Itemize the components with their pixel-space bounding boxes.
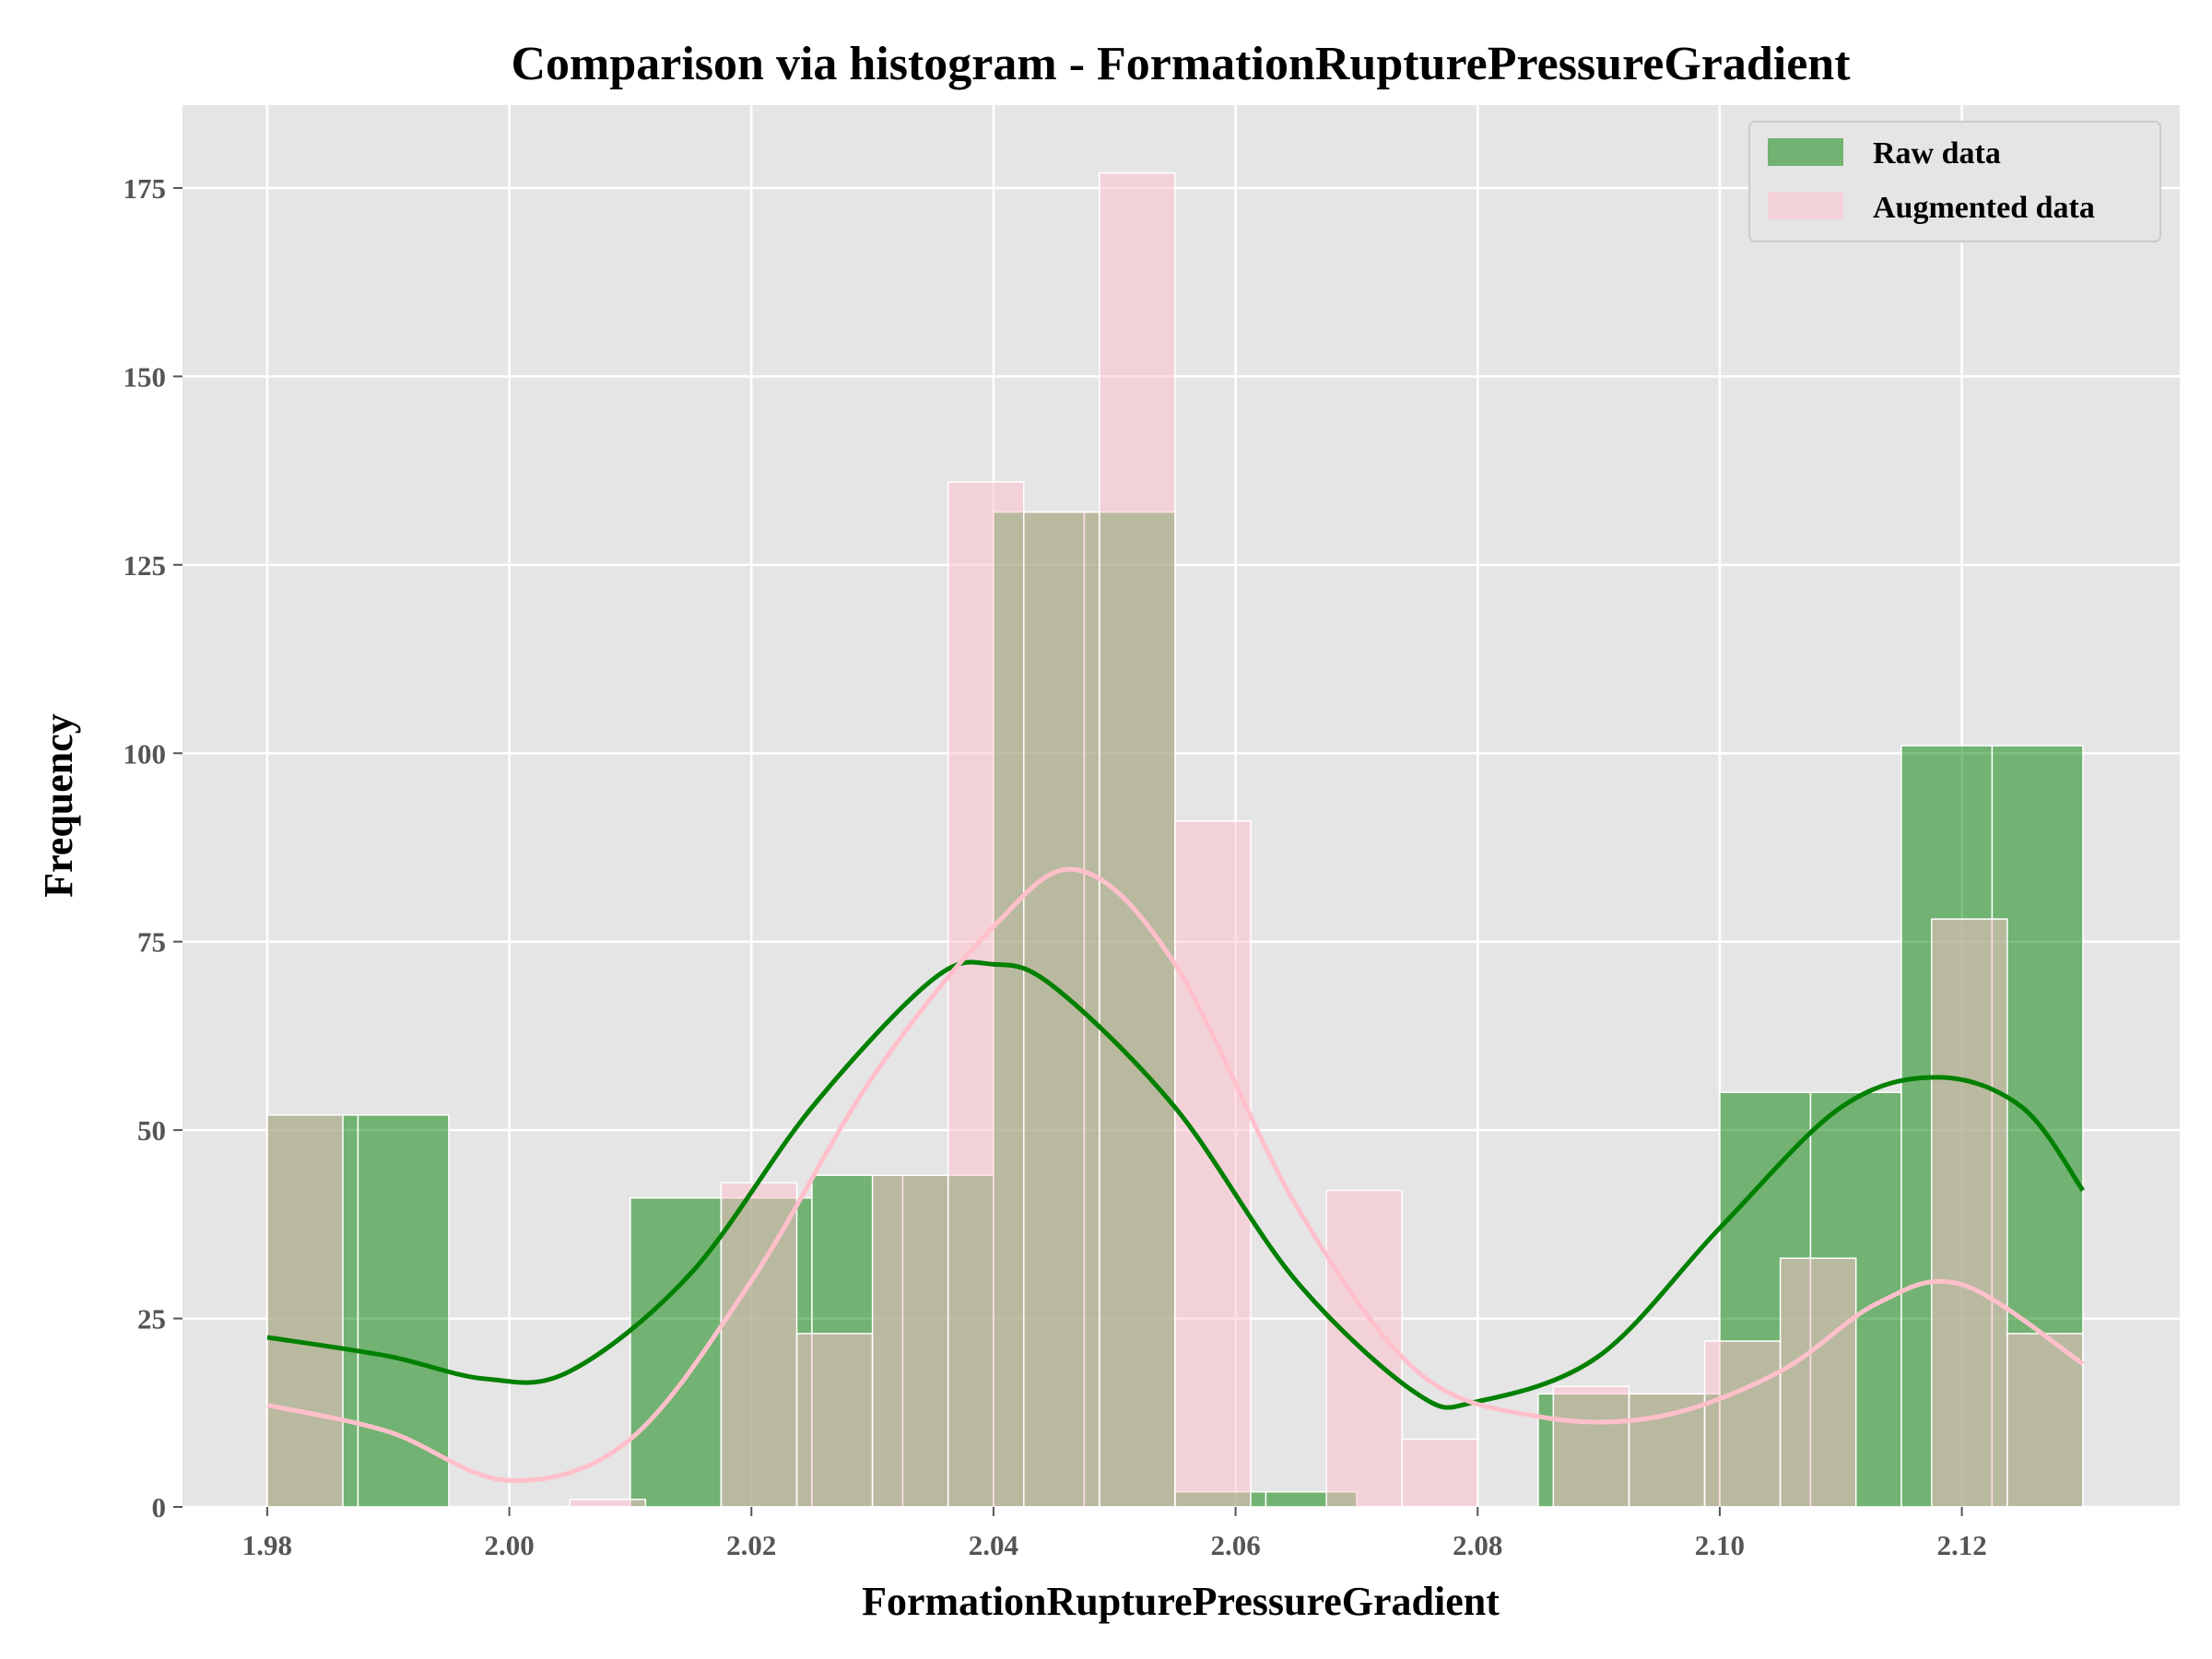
augmented-data-bar — [871, 1174, 949, 1508]
y-tick-label: 50 — [137, 1114, 166, 1147]
legend: Raw data Augmented data — [1748, 121, 2161, 242]
legend-label-raw: Raw data — [1873, 136, 2001, 171]
y-tick-label: 0 — [152, 1491, 167, 1524]
augmented-data-bar — [1401, 1438, 1479, 1508]
raw-data-bar — [629, 1196, 723, 1508]
augmented-data-kde-line — [266, 866, 2085, 1483]
y-tick-label: 175 — [124, 172, 167, 205]
augmented-data-bar — [266, 1114, 344, 1508]
kde-curves — [266, 866, 2085, 1483]
x-tick-label: 2.08 — [1453, 1529, 1502, 1561]
y-axis-ticks: 0 25 50 75 100 125 150 175 — [124, 172, 182, 1524]
y-tick-label: 150 — [124, 360, 167, 393]
y-tick-label: 75 — [137, 926, 166, 959]
x-tick-label: 2.02 — [726, 1529, 776, 1561]
augmented-data-bar — [569, 1499, 647, 1508]
augmented-data-bar — [795, 1333, 874, 1508]
x-axis-ticks: 1.98 2.00 2.02 2.04 2.06 2.08 2.10 2.12 — [242, 1507, 1987, 1561]
legend-swatch-raw — [1768, 138, 1843, 166]
x-tick-label: 1.98 — [242, 1529, 292, 1561]
augmented-data-bar — [720, 1182, 798, 1508]
raw-data-bar — [357, 1114, 450, 1508]
y-tick-label: 125 — [124, 549, 167, 582]
legend-swatch-augmented — [1768, 192, 1843, 219]
augmented-data-bar — [1628, 1393, 1706, 1508]
augmented-data-bar — [1931, 918, 2008, 1508]
y-axis-title: Frequency — [36, 713, 81, 898]
raw-data-kde-line — [266, 959, 2085, 1410]
x-axis-title: FormationRupturePressureGradient — [862, 1579, 1500, 1624]
legend-label-augmented: Augmented data — [1873, 191, 2095, 225]
y-tick-label: 100 — [124, 737, 167, 770]
augmented-data-bar — [1023, 511, 1100, 1508]
x-tick-label: 2.06 — [1210, 1529, 1260, 1561]
augmented-data-bar — [2006, 1333, 2084, 1508]
augmented-data-bar — [1099, 171, 1176, 1508]
augmented-data-bar — [1779, 1257, 1857, 1508]
augmented-data-bar — [1552, 1385, 1630, 1508]
legend-box — [1748, 121, 2161, 242]
x-tick-label: 2.10 — [1695, 1529, 1745, 1561]
x-tick-label: 2.00 — [484, 1529, 534, 1561]
augmented-data-bar — [1703, 1340, 1782, 1508]
x-tick-label: 2.12 — [1936, 1529, 1986, 1561]
augmented-data-bar — [947, 481, 1025, 1508]
y-tick-label: 25 — [137, 1303, 166, 1335]
chart-title: Comparison via histogram - FormationRupt… — [511, 38, 1851, 90]
x-tick-label: 2.04 — [969, 1529, 1018, 1561]
